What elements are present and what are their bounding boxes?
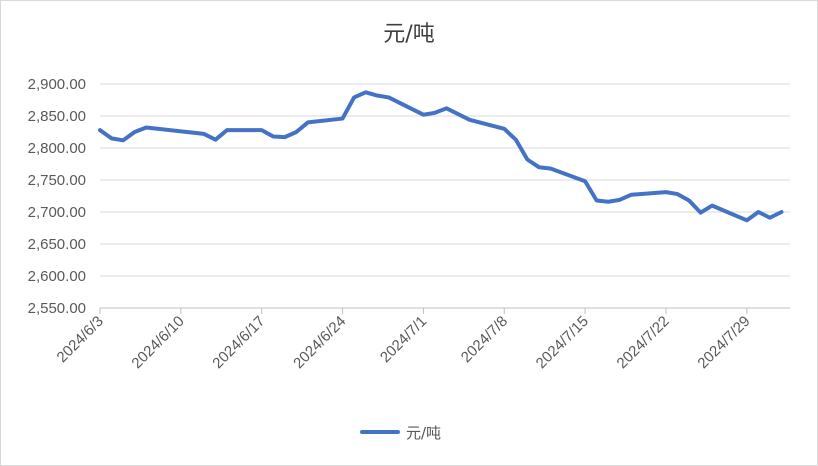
x-tick-label: 2024/6/3	[54, 313, 107, 366]
y-tick-label: 2,700.00	[28, 204, 86, 221]
x-tick-label: 2024/6/24	[290, 313, 349, 372]
x-tick-label: 2024/7/15	[533, 313, 592, 372]
legend-swatch	[360, 430, 400, 434]
chart-title: 元/吨	[383, 22, 435, 47]
x-tick-label: 2024/7/22	[614, 313, 673, 372]
y-tick-label: 2,800.00	[28, 140, 86, 157]
x-tick-label: 2024/7/29	[694, 313, 753, 372]
y-tick-label: 2,600.00	[28, 268, 86, 285]
y-tick-label: 2,900.00	[28, 76, 86, 93]
legend: 元/吨	[360, 421, 441, 443]
y-tick-label: 2,850.00	[28, 108, 86, 125]
x-tick-label: 2024/6/17	[209, 313, 268, 372]
x-tick-label: 2024/6/10	[128, 313, 187, 372]
x-tick-label: 2024/7/8	[458, 313, 511, 366]
y-tick-label: 2,550.00	[28, 300, 86, 317]
y-tick-label: 2,650.00	[28, 236, 86, 253]
y-tick-label: 2,750.00	[28, 172, 86, 189]
x-tick-label: 2024/7/1	[377, 313, 430, 366]
series-line	[98, 90, 784, 223]
legend-label: 元/吨	[406, 423, 442, 442]
